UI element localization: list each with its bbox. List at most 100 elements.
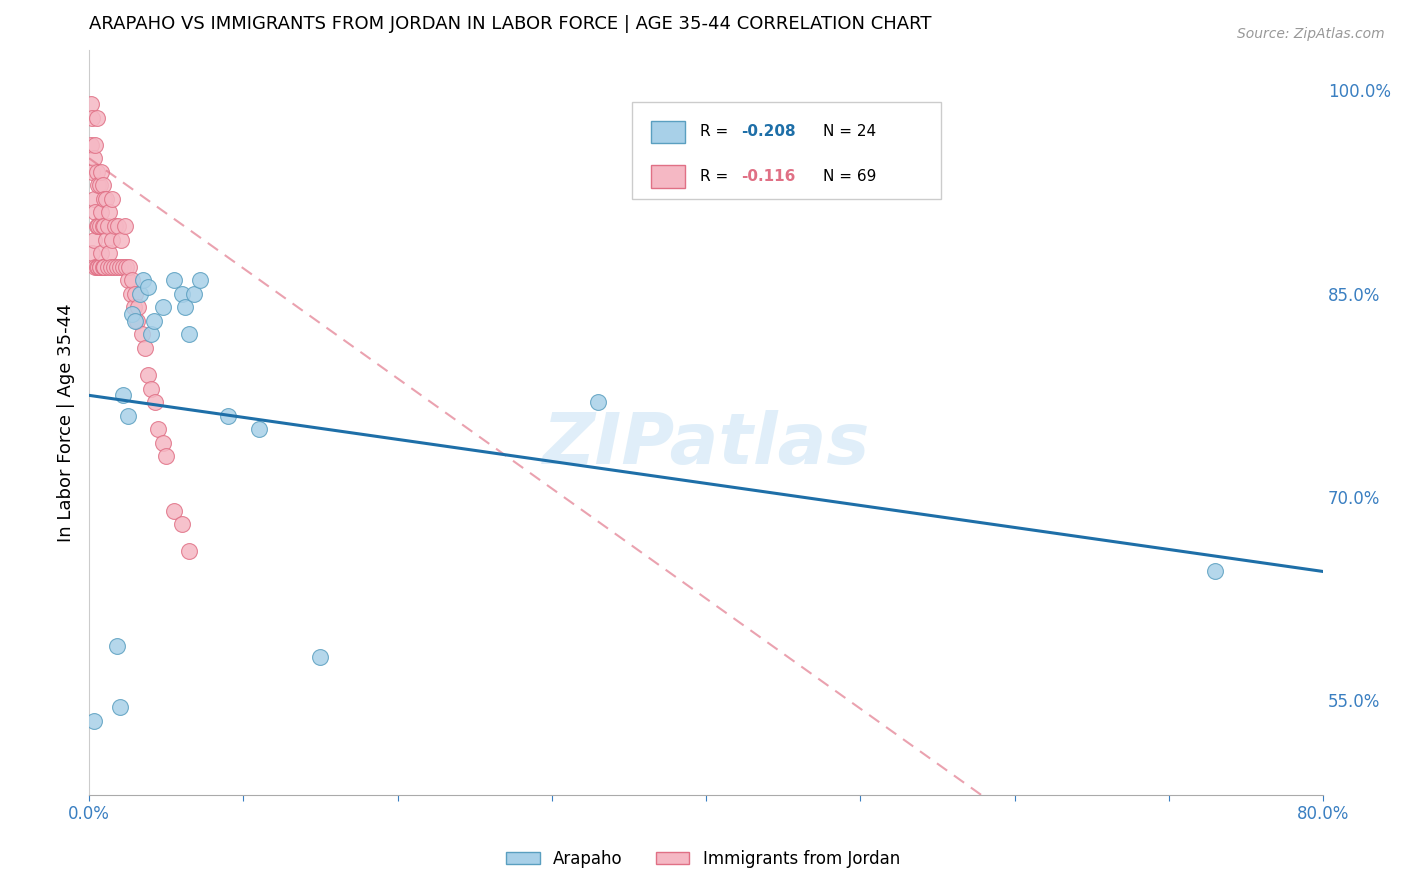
Point xyxy=(89,260,111,274)
Point xyxy=(120,286,142,301)
Point xyxy=(173,300,195,314)
Text: -0.208: -0.208 xyxy=(741,124,796,139)
Point xyxy=(247,422,270,436)
Point xyxy=(90,205,112,219)
Point xyxy=(179,327,201,342)
Point xyxy=(93,192,115,206)
Text: ARAPAHO VS IMMIGRANTS FROM JORDAN IN LABOR FORCE | AGE 35-44 CORRELATION CHART: ARAPAHO VS IMMIGRANTS FROM JORDAN IN LAB… xyxy=(89,15,932,33)
Point xyxy=(111,260,134,274)
Point xyxy=(97,219,120,233)
Text: R =: R = xyxy=(700,124,733,139)
Point xyxy=(183,286,205,301)
Text: N = 24: N = 24 xyxy=(824,124,876,139)
Point xyxy=(86,260,108,274)
Point xyxy=(87,260,110,274)
Point xyxy=(309,649,332,664)
Point xyxy=(86,111,108,125)
Point xyxy=(188,273,211,287)
Point xyxy=(89,219,111,233)
Point xyxy=(101,192,124,206)
Text: ZIPatlas: ZIPatlas xyxy=(543,410,870,479)
Point xyxy=(83,233,105,247)
Point xyxy=(108,260,131,274)
Point xyxy=(94,192,117,206)
Point xyxy=(79,137,101,152)
Point xyxy=(117,409,139,423)
Point xyxy=(89,260,111,274)
Legend: Arapaho, Immigrants from Jordan: Arapaho, Immigrants from Jordan xyxy=(499,844,907,875)
Point xyxy=(132,273,155,287)
Point xyxy=(163,273,186,287)
Point xyxy=(82,165,104,179)
Point xyxy=(107,219,129,233)
Point xyxy=(124,286,146,301)
Point xyxy=(94,233,117,247)
Point xyxy=(98,205,121,219)
Point xyxy=(163,503,186,517)
Y-axis label: In Labor Force | Age 35-44: In Labor Force | Age 35-44 xyxy=(58,303,75,541)
Point xyxy=(155,450,177,464)
Point xyxy=(105,260,128,274)
Point xyxy=(83,151,105,165)
Point xyxy=(91,178,114,193)
Point xyxy=(139,327,162,342)
Point xyxy=(134,341,156,355)
Point xyxy=(139,382,162,396)
Point xyxy=(87,178,110,193)
FancyBboxPatch shape xyxy=(651,120,685,143)
Point xyxy=(586,395,609,409)
Point xyxy=(152,300,174,314)
Point xyxy=(90,246,112,260)
Point xyxy=(117,273,139,287)
Point xyxy=(124,314,146,328)
Point xyxy=(93,260,115,274)
Point xyxy=(100,260,122,274)
Point xyxy=(93,219,115,233)
Point xyxy=(84,260,107,274)
Point xyxy=(82,111,104,125)
Point xyxy=(170,286,193,301)
Point xyxy=(97,260,120,274)
Point xyxy=(125,314,148,328)
Point xyxy=(152,435,174,450)
Point xyxy=(1204,565,1226,579)
FancyBboxPatch shape xyxy=(651,165,685,187)
Point xyxy=(98,246,121,260)
Point xyxy=(115,260,138,274)
Point xyxy=(127,300,149,314)
Point xyxy=(103,260,125,274)
Point xyxy=(83,192,105,206)
Point xyxy=(145,395,167,409)
Point xyxy=(121,307,143,321)
Point xyxy=(110,233,132,247)
Point xyxy=(108,700,131,714)
Point xyxy=(121,273,143,287)
Point xyxy=(136,280,159,294)
Point xyxy=(90,165,112,179)
Point xyxy=(87,219,110,233)
Point xyxy=(217,409,239,423)
Point xyxy=(142,314,165,328)
Point xyxy=(136,368,159,382)
Point xyxy=(170,517,193,532)
Point xyxy=(105,639,128,653)
Point xyxy=(86,165,108,179)
Point xyxy=(91,219,114,233)
Point xyxy=(118,260,141,274)
Point xyxy=(84,205,107,219)
Point xyxy=(131,327,153,342)
Point xyxy=(111,388,134,402)
Point xyxy=(91,260,114,274)
Point xyxy=(129,286,152,301)
Point xyxy=(84,137,107,152)
Text: -0.116: -0.116 xyxy=(741,169,794,184)
Point xyxy=(86,219,108,233)
FancyBboxPatch shape xyxy=(633,102,941,199)
Point xyxy=(79,97,101,112)
Point xyxy=(179,544,201,558)
Point xyxy=(83,714,105,728)
Point xyxy=(82,246,104,260)
Text: Source: ZipAtlas.com: Source: ZipAtlas.com xyxy=(1237,27,1385,41)
Text: R =: R = xyxy=(700,169,733,184)
Point xyxy=(104,219,127,233)
